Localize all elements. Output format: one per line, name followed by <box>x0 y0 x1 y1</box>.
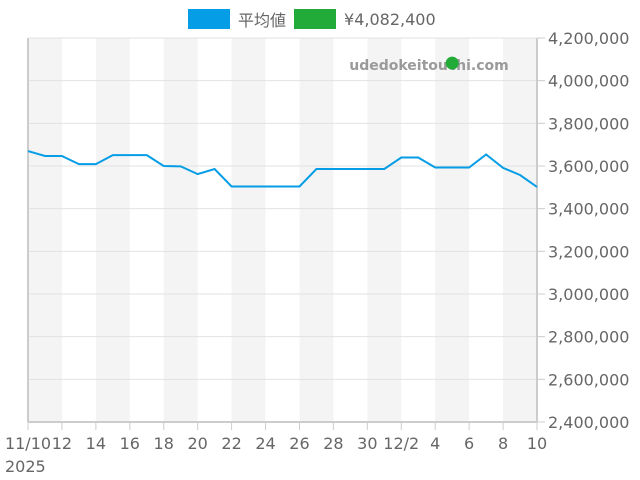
x-tick-label: 18 <box>154 434 174 453</box>
legend-swatch-current-price[interactable] <box>294 9 337 29</box>
x-tick-label: 20 <box>187 434 207 453</box>
legend-label-current-price[interactable]: ¥4,082,400 <box>344 9 436 29</box>
background-band <box>435 38 470 422</box>
background-band <box>28 38 62 422</box>
x-axis-labels: 11/10 2025 12 14 16 18 20 22 24 26 28 30 12/2 4 6 8 10 <box>5 422 547 476</box>
watermark: udedokeitouchi.com <box>349 58 509 74</box>
y-tick-label: 3,400,000 <box>548 200 629 219</box>
y-tick-label: 3,000,000 <box>548 285 629 304</box>
x-tick-label: 14 <box>86 434 106 453</box>
x-tick-label: 22 <box>221 434 241 453</box>
y-tick-label: 2,600,000 <box>548 370 629 389</box>
x-tick-label: 12/2 <box>383 434 419 453</box>
x-tick-label: 16 <box>120 434 140 453</box>
background-band <box>231 38 266 422</box>
y-tick-label: 3,600,000 <box>548 157 629 176</box>
x-year-label: 2025 <box>5 457 46 476</box>
chart-axes <box>27 37 538 423</box>
chart-background-bands <box>28 38 537 422</box>
y-tick-label: 3,800,000 <box>548 114 629 133</box>
legend-label-average[interactable]: 平均値 <box>238 11 287 30</box>
x-tick-label: 12 <box>52 434 72 453</box>
legend-swatch-average[interactable] <box>188 9 230 29</box>
x-tick-label: 10 <box>527 434 547 453</box>
y-tick-label: 2,800,000 <box>548 328 629 347</box>
x-tick-label: 24 <box>255 434 275 453</box>
y-tick-label: 4,000,000 <box>548 72 629 91</box>
y-tick-label: 2,400,000 <box>548 413 629 432</box>
chart-legend: 平均値 ¥4,082,400 <box>188 8 444 30</box>
current-price-points <box>445 56 459 70</box>
current-price-dot[interactable] <box>445 56 459 70</box>
x-tick-label: 30 <box>357 434 377 453</box>
y-tick-label: 4,200,000 <box>548 29 629 48</box>
x-tick-label: 11/10 <box>5 434 51 453</box>
background-band <box>367 38 402 422</box>
x-tick-label: 26 <box>289 434 309 453</box>
x-tick-label: 28 <box>323 434 343 453</box>
x-tick-label: 8 <box>498 434 508 453</box>
x-tick-label: 4 <box>430 434 440 453</box>
x-tick-label: 6 <box>464 434 474 453</box>
y-tick-label: 3,200,000 <box>548 242 629 261</box>
background-band <box>503 38 537 422</box>
background-band <box>299 38 334 422</box>
y-axis-labels: 4,200,000 4,000,000 3,800,000 3,600,000 3,40… <box>548 29 629 432</box>
average-price-line <box>27 150 538 188</box>
background-band <box>95 38 130 422</box>
background-band <box>163 38 198 422</box>
